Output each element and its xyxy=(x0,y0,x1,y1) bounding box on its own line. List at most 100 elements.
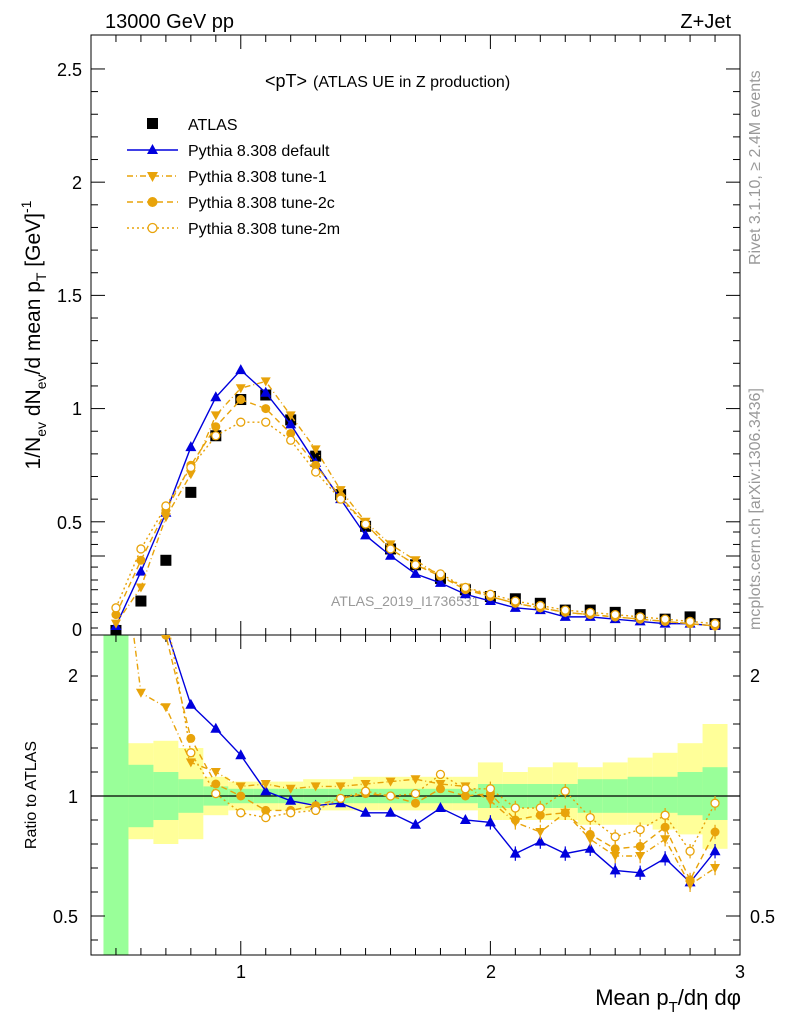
ratio-point-pythia-8-308-tune-2m xyxy=(236,808,246,818)
ratio-point-pythia-8-308-tune-2m xyxy=(635,824,645,835)
y-tick-label: 2.5 xyxy=(57,60,82,80)
legend-marker-tune-2c xyxy=(147,197,158,207)
ratio-point-pythia-8-308-tune-2m xyxy=(485,784,496,794)
ratio-point-pythia-8-308-tune-2m xyxy=(286,808,296,818)
point-pythia-8-308-tune-2m xyxy=(211,431,221,441)
ratio-y-tick-label: 0.5 xyxy=(53,907,78,927)
point-pythia-8-308-tune-1 xyxy=(335,486,346,496)
point-atlas xyxy=(185,486,197,498)
ratio-point-pythia-8-308-tune-2c xyxy=(710,827,720,837)
point-pythia-8-308-tune-1 xyxy=(110,619,121,629)
y-tick-label: 0 xyxy=(72,620,82,640)
ratio-point-pythia-8-308-tune-1 xyxy=(485,796,496,806)
ratio-point-pythia-8-308-tune-2m xyxy=(610,832,620,842)
point-atlas xyxy=(110,624,122,635)
point-pythia-8-308-tune-2c xyxy=(261,404,271,414)
ratio-point-pythia-8-308-default xyxy=(559,847,571,858)
ratio-point-pythia-8-308-tune-2c xyxy=(211,779,221,789)
point-pythia-8-308-tune-2c xyxy=(311,460,321,470)
ratio-point-pythia-8-308-tune-2c xyxy=(435,784,445,794)
point-pythia-8-308-tune-2m xyxy=(410,560,421,570)
ratio-point-pythia-8-308-tune-2m xyxy=(335,793,346,804)
ratio-point-pythia-8-308-default xyxy=(360,806,372,817)
legend-label: Pythia 8.308 tune-2m xyxy=(188,221,340,238)
ratio-point-pythia-8-308-default xyxy=(210,722,222,733)
ratio-point-pythia-8-308-default xyxy=(235,749,247,760)
point-pythia-8-308-default xyxy=(235,364,247,375)
band-inner-bin xyxy=(702,767,728,820)
legend-entry-tune-2c: Pythia 8.308 tune-2c xyxy=(127,195,335,212)
point-pythia-8-308-tune-2m xyxy=(136,544,146,554)
y-tick-label: 1 xyxy=(72,399,82,419)
ratio-point-pythia-8-308-tune-2c xyxy=(236,791,246,801)
point-pythia-8-308-tune-2m xyxy=(610,609,620,620)
ratio-point-pythia-8-308-tune-1 xyxy=(235,782,246,792)
ratio-uncertainty-bands xyxy=(103,635,728,955)
y-tick-label: 0.5 xyxy=(57,513,82,533)
legend-marker-default xyxy=(147,144,158,154)
header-energy-label: 13000 GeV pp xyxy=(105,11,234,33)
ratio-point-pythia-8-308-tune-2c xyxy=(261,805,271,815)
ratio-point-pythia-8-308-tune-1 xyxy=(360,780,371,789)
point-pythia-8-308-default xyxy=(210,391,222,402)
plot-title-sub: (ATLAS UE in Z production) xyxy=(313,74,510,91)
point-pythia-8-308-tune-1 xyxy=(210,411,221,421)
point-pythia-8-308-tune-1 xyxy=(260,377,271,387)
ratio-point-pythia-8-308-tune-2c xyxy=(510,815,520,825)
point-pythia-8-308-tune-2c xyxy=(111,610,121,620)
ratio-y-tick-label: 2 xyxy=(68,666,78,686)
ratio-point-pythia-8-308-tune-2m xyxy=(660,810,670,820)
point-pythia-8-308-tune-2m xyxy=(111,603,121,613)
ratio-point-pythia-8-308-default xyxy=(709,845,721,856)
mcplots-label: mcplots.cern.ch [arXiv:1306.3436] xyxy=(747,388,764,630)
legend-label: ATLAS xyxy=(188,117,238,134)
band-inner-bin xyxy=(103,635,129,955)
point-pythia-8-308-tune-2m xyxy=(161,501,171,511)
ratio-point-pythia-8-308-default xyxy=(509,847,521,858)
ratio-point-pythia-8-308-default xyxy=(659,852,671,863)
x-axis-title: Mean pT/dη dφ xyxy=(595,985,741,1016)
point-pythia-8-308-default xyxy=(360,529,372,540)
ratio-point-pythia-8-308-tune-1 xyxy=(385,777,396,787)
ratio-point-pythia-8-308-tune-2c xyxy=(111,432,120,441)
ratio-point-pythia-8-308-default xyxy=(434,802,446,812)
point-pythia-8-308-default xyxy=(434,576,446,587)
ratio-point-pythia-8-308-tune-2m xyxy=(360,786,371,796)
ratio-point-pythia-8-308-tune-2m xyxy=(112,432,120,440)
point-pythia-8-308-tune-2m xyxy=(236,417,246,427)
ratio-point-pythia-8-308-tune-2m xyxy=(585,812,595,823)
point-pythia-8-308-tune-2m xyxy=(460,582,471,593)
point-pythia-8-308-tune-1 xyxy=(235,384,246,394)
rivet-version-label: Rivet 3.1.10, ≥ 2.4M events xyxy=(747,70,764,265)
ratio-point-pythia-8-308-tune-2c xyxy=(411,798,420,808)
ratio-point-pythia-8-308-default xyxy=(534,835,546,846)
ratio-point-pythia-8-308-tune-2c xyxy=(161,635,171,640)
axis-ticks xyxy=(91,35,741,955)
point-pythia-8-308-tune-2m xyxy=(261,417,271,427)
y-tick-label: 1.5 xyxy=(57,286,82,306)
point-pythia-8-308-default xyxy=(285,418,297,429)
point-pythia-8-308-tune-1 xyxy=(160,513,171,523)
point-pythia-8-308-tune-2m xyxy=(710,619,720,629)
ratio-point-pythia-8-308-tune-2m xyxy=(710,798,720,808)
legend-marker-atlas xyxy=(147,118,158,129)
ratio-y-axis-title: Ratio to ATLAS xyxy=(23,741,40,849)
ratio-point-pythia-8-308-default xyxy=(410,818,421,829)
ratio-point-pythia-8-308-tune-1 xyxy=(635,852,646,861)
ratio-point-pythia-8-308-tune-2m xyxy=(560,786,570,796)
legend-label: Pythia 8.308 tune-2c xyxy=(188,195,335,212)
band-inner-bin xyxy=(652,776,678,813)
ratio-point-pythia-8-308-tune-2m xyxy=(261,812,271,823)
point-pythia-8-308-tune-2m xyxy=(385,544,396,554)
ratio-point-pythia-8-308-tune-2c xyxy=(660,822,670,832)
point-pythia-8-308-default xyxy=(260,386,272,397)
series-line-pythia-8-308-tune-2c xyxy=(115,398,716,627)
ratio-point-pythia-8-308-tune-2m xyxy=(137,485,145,493)
ratio-point-pythia-8-308-tune-2m xyxy=(162,607,170,615)
point-pythia-8-308-default xyxy=(135,565,147,576)
band-inner-bin xyxy=(677,772,703,816)
legend-label: Pythia 8.308 tune-1 xyxy=(188,169,327,186)
ratio-y-tick-label-right: 0.5 xyxy=(750,907,775,927)
point-pythia-8-308-tune-1 xyxy=(135,583,146,593)
